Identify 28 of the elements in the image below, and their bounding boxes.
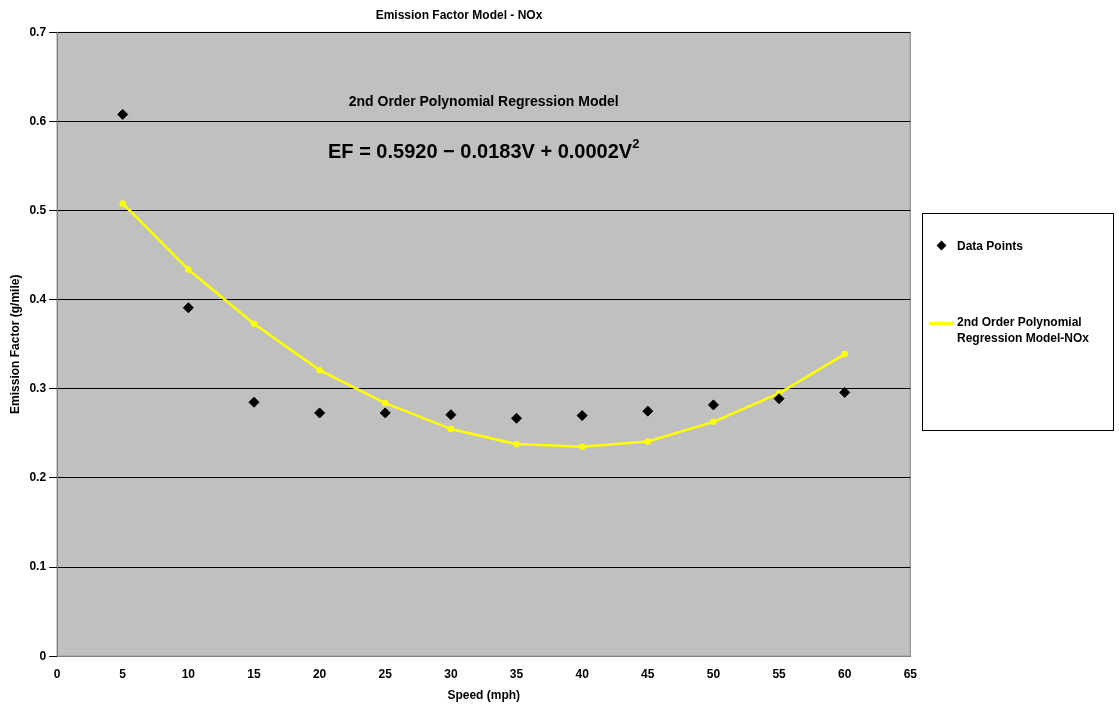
x-tick-label: 40	[575, 666, 590, 681]
y-tick-label: 0.2	[29, 470, 47, 485]
x-tick-label: 50	[706, 666, 721, 681]
x-tick-label: 55	[772, 666, 787, 681]
legend-label: Data Points	[957, 238, 1024, 254]
x-tick-label: 20	[312, 666, 327, 681]
x-tick-label: 15	[247, 666, 261, 681]
x-tick-label: 65	[903, 666, 918, 681]
annotation: 2nd Order Polynomial Regression Model	[348, 93, 619, 110]
y-axis-title: Emission Factor (g/mile)	[7, 274, 22, 414]
x-tick-label: 60	[838, 666, 852, 681]
y-tick-label: 0	[39, 648, 47, 663]
x-axis-title: Speed (mph)	[447, 688, 521, 703]
x-tick-label: 5	[119, 666, 127, 681]
y-tick-label: 0.5	[29, 202, 47, 217]
x-tick-label: 0	[53, 666, 61, 681]
y-tick-label: 0.3	[29, 381, 47, 396]
x-tick-label: 45	[641, 666, 655, 681]
x-tick-label: 30	[444, 666, 458, 681]
y-tick-label: 0.1	[29, 559, 47, 574]
x-tick-label: 25	[378, 666, 393, 681]
x-tick-label: 35	[509, 666, 524, 681]
legend-label: 2nd Order Polynomial Regression Model-NOx	[957, 314, 1091, 346]
chart-title: Emission Factor Model - NOx	[375, 7, 543, 22]
x-tick-label: 10	[181, 666, 196, 681]
y-tick-label: 0.7	[29, 24, 47, 39]
y-tick-label: 0.6	[29, 113, 47, 128]
y-tick-label: 0.4	[29, 292, 47, 307]
